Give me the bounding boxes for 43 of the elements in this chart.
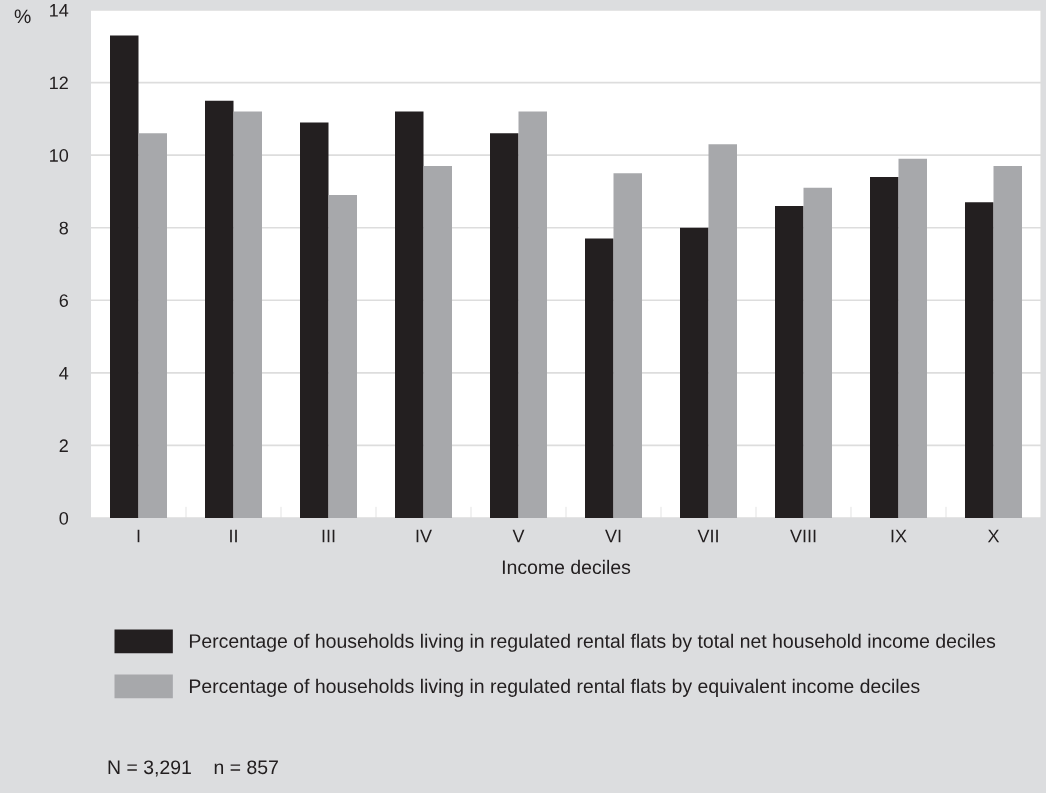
bar [775, 205, 804, 518]
text: N = 3,291 n = 857 [108, 760, 278, 777]
bar [708, 144, 737, 518]
x-tick-label: VIII [790, 529, 816, 543]
y-tick-label: 6 [59, 294, 68, 308]
y-tick-label: 10 [50, 149, 69, 162]
bar [870, 176, 899, 518]
y-tick-label: 8 [59, 221, 68, 235]
x-tick-label: IX [891, 529, 907, 543]
bar [993, 166, 1022, 518]
x-tick-label: IV [416, 529, 432, 543]
bar [328, 195, 357, 518]
bar [205, 100, 234, 518]
x-tick-label: VI [605, 529, 621, 543]
y-axis-title: % [14, 9, 31, 24]
bar [680, 227, 709, 518]
x-tick-label: II [230, 529, 237, 543]
bar [965, 202, 994, 518]
legend-label: Percentage of households living in regulated rental flats by equivalent income deciles [189, 678, 920, 697]
bar [233, 111, 262, 518]
bar [110, 35, 139, 518]
x-tick-label: I [137, 529, 140, 543]
bar [585, 238, 614, 518]
bar [613, 173, 642, 518]
bar [490, 133, 519, 518]
bar [518, 111, 547, 518]
bar [300, 122, 329, 518]
x-tick-label: VII [697, 529, 718, 543]
y-tick-label: 2 [59, 439, 68, 452]
bar [395, 111, 424, 518]
y-tick-label: 12 [50, 76, 68, 90]
legend-label: Percentage of households living in regulated rental flats by total net household income deciles [189, 633, 996, 652]
x-axis-title: Income deciles [502, 559, 631, 575]
y-tick-label: 4 [59, 366, 69, 380]
bar [898, 158, 927, 518]
x-tick-label: X [987, 529, 1000, 543]
bar [138, 133, 167, 518]
x-tick-label: V [512, 529, 525, 543]
bar [423, 166, 452, 518]
x-tick-label: III [322, 529, 335, 543]
y-tick-label: 14 [50, 4, 69, 17]
y-tick-label: 0 [59, 511, 69, 525]
bar [803, 187, 832, 518]
